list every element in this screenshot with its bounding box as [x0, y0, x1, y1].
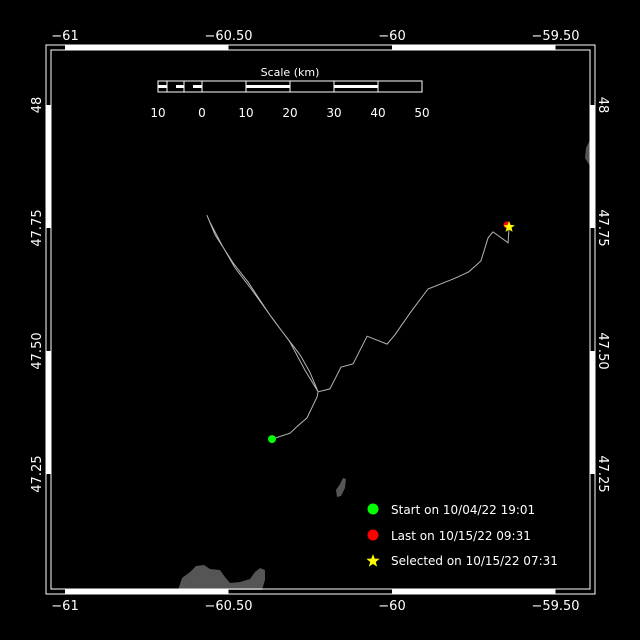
y-tick-label: 47.50 — [30, 332, 45, 369]
x-tick-label: −60 — [378, 29, 405, 44]
frame-inner — [50, 49, 591, 590]
legend-start: Start on 10/04/22 19:01 — [391, 503, 535, 517]
scale-label: 50 — [414, 106, 429, 120]
frame-band — [392, 45, 556, 50]
scale-bar: Scale (km) 10 0 10 20 30 40 50 — [150, 66, 429, 120]
x-tick-label: −60 — [378, 599, 405, 614]
y-tick-label: 47.75 — [595, 209, 610, 246]
legend-selected: Selected on 10/15/22 07:31 — [391, 554, 558, 568]
legend: Start on 10/04/22 19:01 Last on 10/15/22… — [366, 503, 558, 568]
track — [206, 215, 510, 440]
start-marker[interactable] — [267, 435, 276, 444]
x-tick-label: −61 — [51, 599, 78, 614]
x-tick-label: −61 — [51, 29, 78, 44]
frame-band — [65, 45, 229, 50]
markers — [267, 221, 515, 444]
y-tick-label: 47.75 — [30, 209, 45, 246]
track-line — [206, 215, 510, 440]
axis-ticks: −61 −61 −60.50 −60.50 −60 −60 −59.50 −59.50 48 48… — [30, 29, 610, 614]
y-tick-label: 47.25 — [30, 455, 45, 492]
star-legend-icon — [366, 554, 380, 567]
scale-segment — [176, 85, 184, 88]
frame-band — [46, 105, 51, 228]
scale-segment — [158, 85, 167, 88]
y-tick-label: 47.25 — [595, 455, 610, 492]
x-tick-label: −60.50 — [204, 29, 252, 44]
frame-outer — [45, 44, 596, 595]
islet — [336, 478, 346, 497]
y-tick-label: 48 — [595, 97, 610, 114]
scale-label: 30 — [326, 106, 341, 120]
scale-label: 10 — [150, 106, 165, 120]
scale-segment — [193, 85, 202, 88]
legend-last: Last on 10/15/22 09:31 — [391, 529, 531, 543]
land — [178, 140, 590, 590]
x-tick-label: −60.50 — [204, 599, 252, 614]
frame-band — [46, 351, 51, 474]
scale-label: 40 — [370, 106, 385, 120]
frame-band — [392, 589, 556, 594]
last-legend-icon — [367, 529, 379, 541]
scale-segment — [246, 85, 290, 88]
x-tick-label: −59.50 — [531, 599, 579, 614]
frame-band — [590, 351, 595, 474]
start-legend-icon — [367, 503, 379, 515]
scale-label: 20 — [282, 106, 297, 120]
land-east — [585, 140, 590, 166]
scale-label: 10 — [238, 106, 253, 120]
frame-band — [65, 589, 229, 594]
map-frame — [45, 44, 596, 595]
land-south — [178, 565, 265, 590]
y-tick-label: 47.50 — [595, 332, 610, 369]
frame-band — [590, 105, 595, 228]
scale-label: 0 — [198, 106, 206, 120]
x-tick-label: −59.50 — [531, 29, 579, 44]
scale-title: Scale (km) — [261, 66, 320, 79]
selected-marker[interactable] — [503, 221, 515, 232]
scale-segment — [334, 85, 378, 88]
y-tick-label: 48 — [30, 97, 45, 114]
